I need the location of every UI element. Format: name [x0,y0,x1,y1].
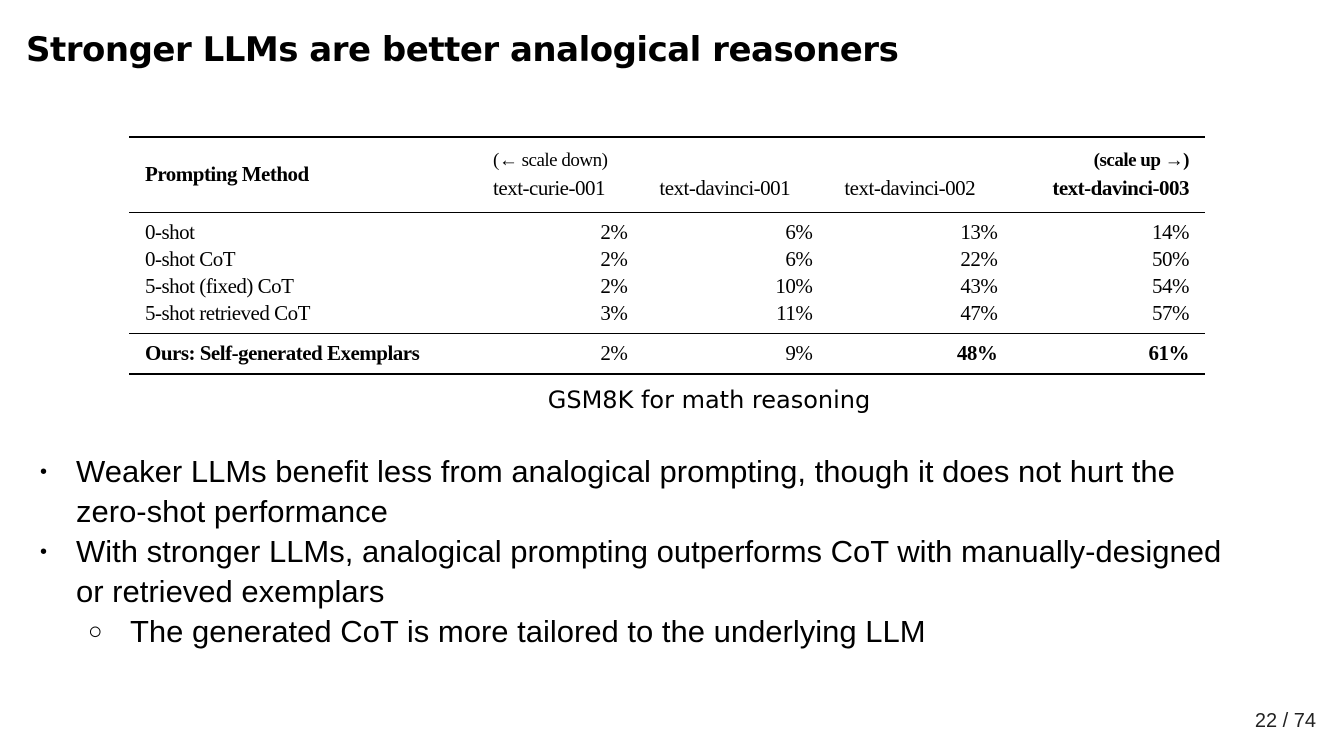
column-header-davinci-003: (scale up →) text-davinci-003 [1013,137,1205,213]
column-header-davinci-001: text-davinci-001 [643,137,828,213]
bullet-text: With stronger LLMs, analogical prompting… [76,534,1222,609]
value-cell: 6% [785,220,813,244]
value-cell: 57% [1152,301,1189,325]
model-name: text-curie-001 [493,176,605,200]
method-column-header: Prompting Method [145,161,309,186]
value-cell: 2% [600,341,628,365]
method-cell: 5-shot retrieved CoT [145,301,310,325]
value-cell: 10% [775,274,813,298]
model-name: text-davinci-001 [659,176,791,200]
value-cell: 11% [776,301,813,325]
sub-bullet-item: ○ The generated CoT is more tailored to … [0,612,1280,652]
table-row: 0-shot CoT 2% 6% 22% 50% [129,246,1205,273]
value-cell-best: 61% [1148,341,1190,365]
value-cell: 6% [785,247,813,271]
value-cell: 43% [960,274,998,298]
model-name: text-davinci-002 [844,176,976,200]
method-cell: 0-shot CoT [145,247,236,271]
value-cell: 47% [960,301,998,325]
value-cell: 50% [1152,247,1189,271]
page-number: 22 / 74 [1254,710,1316,732]
slide-title: Stronger LLMs are better analogical reas… [26,30,899,70]
scale-down-note: (← scale down) [493,150,608,171]
method-cell: 5-shot (fixed) CoT [145,274,294,298]
value-cell: 2% [600,247,628,271]
column-header-davinci-002: text-davinci-002 [828,137,1013,213]
ours-method-cell: Ours: Self-generated Exemplars [145,341,420,365]
model-name: text-davinci-003 [1052,176,1189,200]
ours-row: Ours: Self-generated Exemplars 2% 9% 48%… [129,333,1205,374]
value-cell: 2% [600,274,628,298]
bullet-item: • With stronger LLMs, analogical prompti… [0,532,1226,612]
sub-bullet-text: The generated CoT is more tailored to th… [130,614,926,649]
value-cell-best: 48% [956,341,998,365]
bullet-marker: • [40,541,48,563]
value-cell: 3% [600,301,628,325]
results-table: Prompting Method (← scale down) text-cur… [129,136,1205,375]
bullet-list: • Weaker LLMs benefit less from analogic… [0,452,1334,652]
table-row: 5-shot retrieved CoT 3% 11% 47% 57% [129,300,1205,334]
value-cell: 9% [785,341,813,365]
bullet-text: Weaker LLMs benefit less from analogical… [76,454,1175,529]
sub-bullet-marker: ○ [88,618,103,645]
value-cell: 14% [1152,220,1189,244]
value-cell: 22% [960,247,998,271]
method-cell: 0-shot [145,220,195,244]
scale-up-note: (scale up →) [1093,150,1190,171]
bullet-item: • Weaker LLMs benefit less from analogic… [0,452,1226,532]
table-row: 5-shot (fixed) CoT 2% 10% 43% 54% [129,273,1205,300]
table-header-row: Prompting Method (← scale down) text-cur… [129,137,1205,213]
value-cell: 13% [960,220,998,244]
table-caption: GSM8K for math reasoning [547,386,871,414]
bullet-marker: • [40,461,48,483]
value-cell: 54% [1152,274,1189,298]
value-cell: 2% [600,220,628,244]
table-row: 0-shot 2% 6% 13% 14% [129,213,1205,247]
column-header-curie: (← scale down) text-curie-001 [477,137,643,213]
